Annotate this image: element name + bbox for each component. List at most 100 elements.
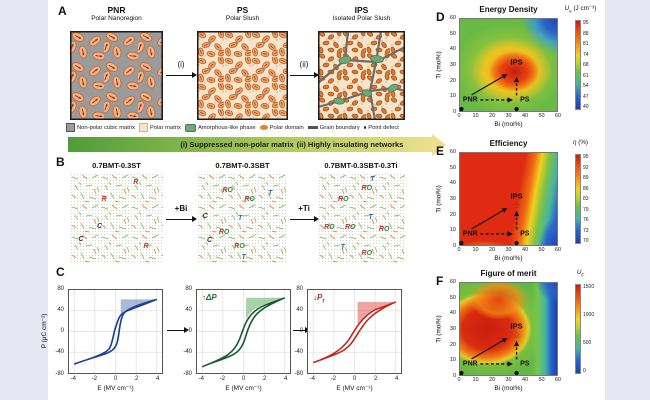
ips-schematic (318, 31, 405, 120)
phase-letter: RO (244, 196, 255, 204)
c2-xticks: -4 -2 0 2 4 (196, 376, 291, 384)
phase-letter: RO (218, 228, 230, 236)
map-annotation-arrows (459, 74, 520, 112)
heatmap-energy-density: IPS ☆ PNR PS (459, 18, 558, 112)
y-tick: 50 (449, 30, 456, 37)
c1-yticks: 80 40 0 -40 -80 (54, 285, 66, 377)
f-colorbar (575, 284, 581, 374)
y-tick: 80 (296, 285, 303, 292)
y-tick: -40 (183, 349, 192, 356)
y-tick: 10 (449, 93, 456, 100)
f-annotations: IPS ☆ PNR PS (459, 283, 557, 376)
x-tick: 50 (538, 247, 545, 253)
ips-title: IPS Isolated Polar Slush (332, 5, 391, 23)
legend-item: Polar domain (259, 124, 304, 131)
phase-letter: RO (234, 243, 245, 251)
y-tick: 80 (185, 285, 192, 292)
x-tick: 60 (554, 377, 562, 383)
colorbar-tick: 54 (583, 83, 589, 89)
ips-star-icon: ☆ (512, 330, 522, 342)
legend-label: Grain boundary (319, 124, 360, 131)
step-ii-label: (ii) (299, 60, 309, 69)
y-tick: 60 (449, 15, 456, 21)
x-tick: 40 (521, 377, 529, 383)
panel-a-label: A (58, 4, 67, 18)
y-tick: 20 (449, 341, 456, 348)
panel-d-label: D (436, 10, 445, 24)
y-tick: 60 (449, 149, 456, 155)
phase-letter: T (241, 254, 246, 261)
legend-item: Non-polar cubic matrix (66, 123, 135, 132)
colorbar-tick: 73 (583, 227, 589, 234)
add-bi-arrow (166, 215, 197, 222)
phase-letter: R (101, 196, 107, 204)
phase-letter: RO (324, 224, 335, 232)
y-tick: 0 (60, 328, 64, 334)
y-tick: 20 (449, 77, 456, 84)
colorbar-tick: 61 (583, 72, 589, 79)
panel-e-title: Efficiency (489, 139, 528, 148)
colorbar-tick: 79 (583, 206, 589, 213)
phase-letter: RO (222, 186, 233, 194)
c3-yticks: 80 40 0 -40 -80 (293, 285, 305, 377)
y-tick: 40 (449, 180, 456, 187)
pnr-label: PNR (462, 96, 478, 104)
x-tick: 50 (538, 377, 545, 383)
x-tick: 10 (472, 377, 479, 383)
phase-letter: R (143, 243, 149, 251)
phase-letter: R (133, 179, 139, 187)
gradient-arrow-text-i: (i) Suppressed non-polar matrix (180, 139, 294, 149)
x-tick: 4 (156, 376, 160, 382)
e-ylabel: Ti (mol%) (435, 185, 443, 213)
ellipse-swatch-icon (259, 125, 268, 130)
x-tick: 60 (554, 247, 562, 253)
gray-swatch-icon (66, 123, 75, 132)
c3-xticks: -4 -2 0 2 4 (307, 376, 402, 384)
line-swatch-icon (307, 126, 318, 129)
panel-a-legend: Non-polar cubic matrix Polar matrix Amorph… (66, 123, 444, 132)
colorbar-tick: 500 (583, 340, 592, 346)
y-tick: 20 (449, 211, 456, 218)
pnr-label: PNR (462, 230, 478, 238)
colorbar-tick: 68 (583, 62, 589, 68)
ps-schematic (197, 31, 288, 120)
x-tick: 40 (521, 247, 529, 253)
colorbar-tick: 1500 (583, 284, 595, 290)
legend-item: Amorphous-like phase (184, 123, 256, 132)
x-tick: -4 (70, 376, 76, 382)
c3-xlabel: E (MV cm⁻¹) (336, 385, 373, 392)
legend-label: Polar domain (269, 124, 304, 131)
d-xticks: 0 10 20 30 40 50 60 (457, 113, 561, 120)
pr-annotation: ↓Pr (313, 293, 325, 305)
panel-c-label: C (56, 265, 65, 279)
colorbar-tick: 86 (583, 185, 589, 192)
phase-letter: T (340, 244, 345, 252)
c-arrow-1 (167, 326, 189, 333)
x-tick: 0 (457, 377, 461, 383)
x-tick: 4 (395, 376, 399, 382)
y-tick: 80 (57, 285, 64, 292)
y-tick: 40 (449, 46, 456, 53)
x-tick: -2 (330, 376, 337, 382)
panel-d-title: Energy Density (479, 5, 538, 14)
gradient-arrow: (i) Suppressed non-polar matrix (ii) Hig… (68, 137, 432, 152)
microstructure-1: R R C C R (70, 173, 163, 263)
c-ylabel: P (μC cm⁻²) (41, 313, 48, 349)
f-xticks: 0 10 20 30 40 50 60 (457, 377, 561, 384)
y-tick: -80 (294, 370, 303, 377)
panel-d: D Energy Density Ti (mol%) 0 10 20 30 40 50 60… (432, 2, 605, 134)
y-tick: 50 (449, 164, 456, 171)
pe-loop-3 (307, 289, 402, 374)
x-tick: 50 (538, 113, 545, 119)
y-tick: 40 (185, 306, 192, 313)
add-ti-arrow (290, 215, 319, 222)
y-tick: 30 (449, 196, 456, 202)
d-colorbar-title: Ue (J cm⁻³) (564, 5, 597, 14)
pnr-to-ps-arrow (166, 71, 197, 78)
panel-f: F Figure of merit Ti (mol%) 0 10 20 30 40 50 6… (432, 266, 605, 398)
gradient-arrow-head (432, 133, 446, 156)
map-annotation-arrows (459, 208, 520, 246)
panel-e-label: E (436, 144, 445, 158)
ips-label: IPS (510, 321, 523, 331)
c1-xticks: -4 -2 0 2 4 (68, 376, 163, 384)
